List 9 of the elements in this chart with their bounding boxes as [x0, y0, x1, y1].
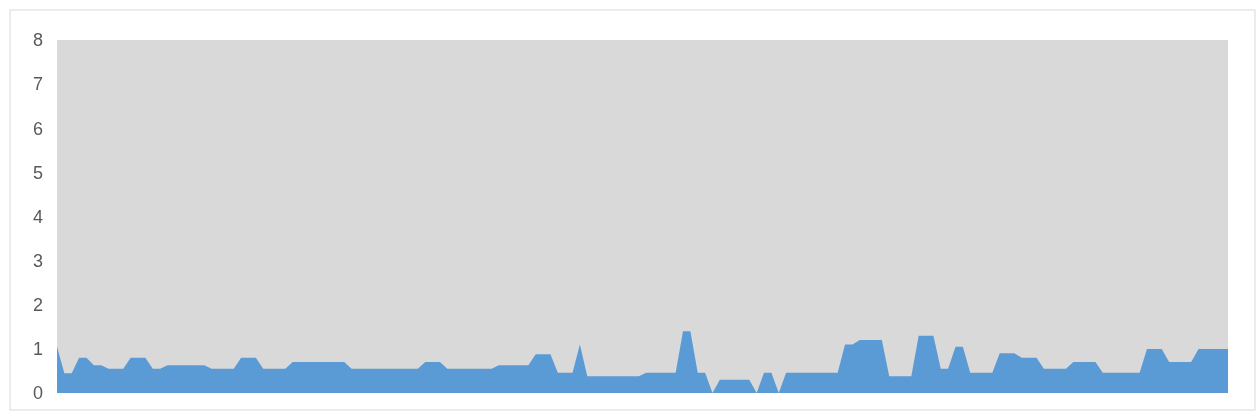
- y-tick-label: 3: [32, 250, 44, 271]
- y-tick-label: 2: [32, 295, 44, 316]
- y-tick-label: 1: [32, 339, 44, 360]
- y-tick-label: 6: [32, 118, 44, 139]
- y-tick-label: 8: [32, 30, 44, 51]
- y-tick-label: 5: [32, 162, 44, 183]
- y-tick-label: 0: [32, 383, 44, 404]
- y-tick-label: 7: [32, 74, 44, 95]
- y-tick-label: 4: [32, 206, 44, 227]
